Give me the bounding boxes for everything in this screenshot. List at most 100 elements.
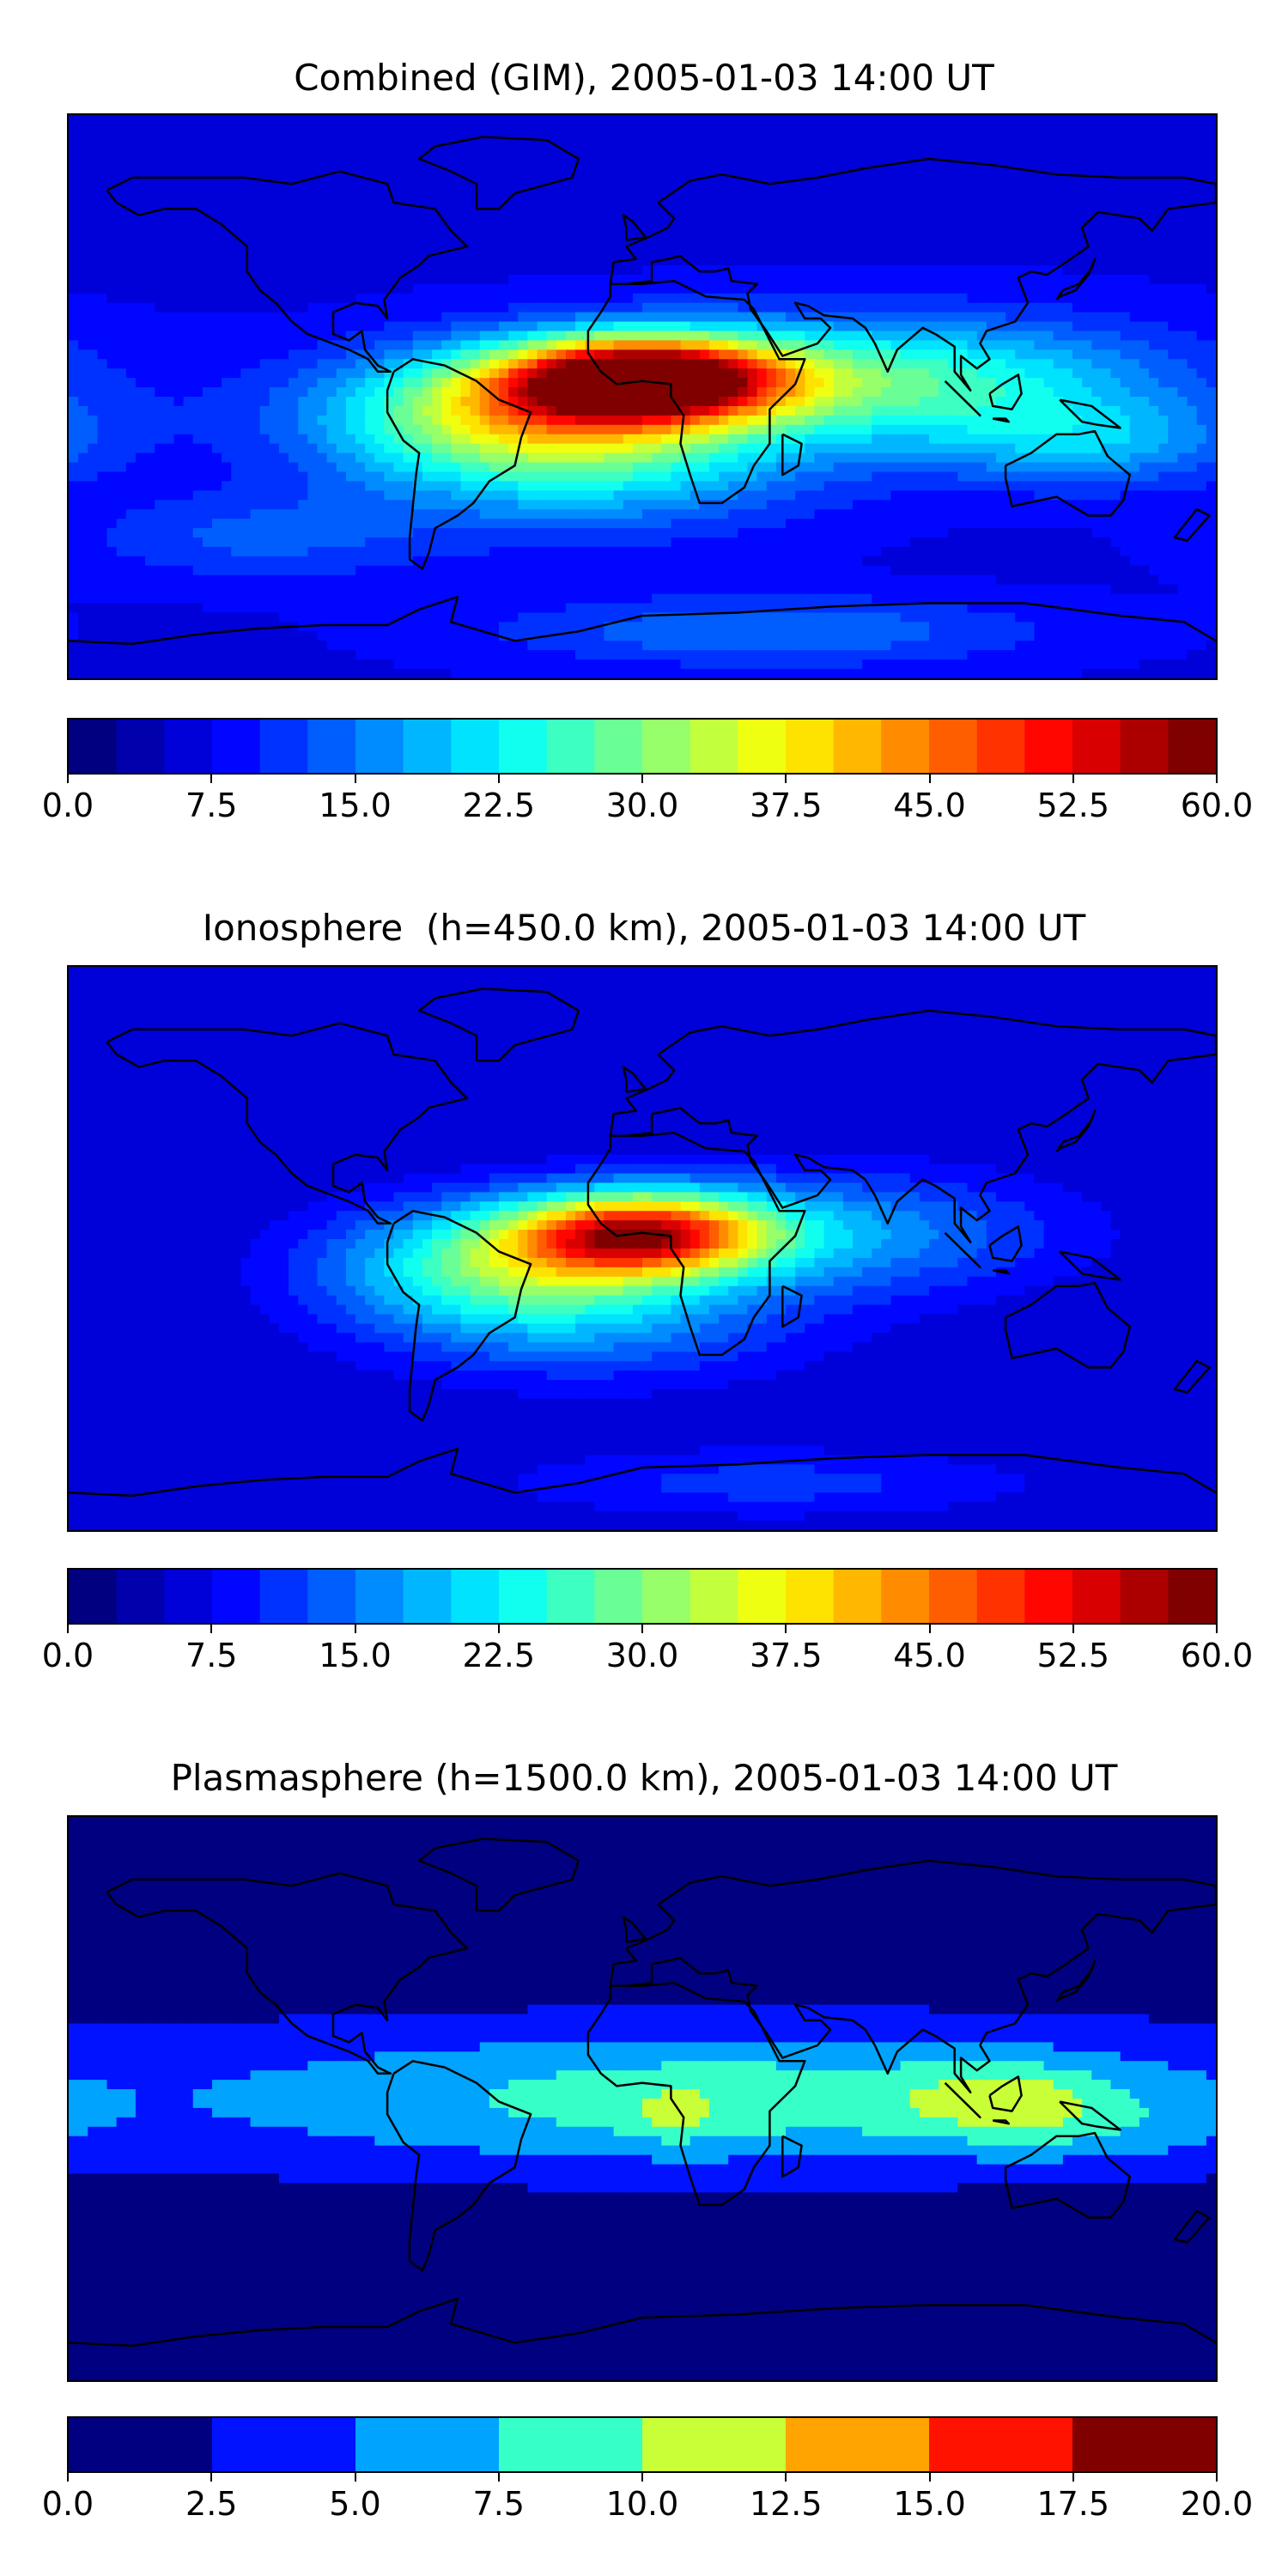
field-cell — [183, 190, 194, 201]
field-cell — [97, 143, 108, 154]
field-cell — [986, 152, 997, 163]
field-cell — [661, 256, 672, 266]
field-cell — [719, 283, 729, 295]
field-cell — [594, 462, 605, 473]
field-cell — [422, 359, 433, 369]
field-cell — [939, 180, 950, 191]
field-cell — [384, 331, 395, 342]
field-cell — [432, 405, 442, 416]
field-cell — [814, 133, 825, 144]
field-cell — [164, 500, 175, 510]
field-cell — [384, 237, 395, 247]
field-cell — [422, 180, 433, 191]
field-cell — [756, 218, 768, 228]
field-cell — [680, 209, 691, 220]
field-cell — [690, 331, 701, 342]
field-cell — [565, 471, 576, 483]
field-cell — [470, 209, 481, 220]
field-cell — [479, 453, 490, 464]
field-cell — [1158, 199, 1170, 210]
field-cell — [451, 283, 462, 295]
field-cell — [451, 490, 462, 501]
field-cell — [852, 397, 863, 407]
field-cell — [775, 274, 787, 285]
field-cell — [135, 237, 146, 247]
field-cell — [317, 481, 328, 492]
field-cell — [412, 434, 423, 445]
field-cell — [97, 124, 108, 135]
field-cell — [1062, 462, 1073, 473]
field-cell — [1005, 199, 1016, 210]
field-cell — [862, 481, 872, 492]
field-cell — [890, 424, 902, 435]
field-cell — [1139, 312, 1150, 323]
field-cell — [212, 443, 222, 454]
field-cell — [422, 124, 433, 135]
field-cell — [336, 331, 347, 342]
field-cell — [278, 274, 289, 285]
field-cell — [680, 293, 691, 304]
field-cell — [527, 462, 538, 473]
field-cell — [1072, 237, 1083, 247]
field-cell — [756, 453, 768, 464]
field-cell — [862, 321, 872, 332]
field-cell — [212, 143, 222, 154]
field-cell — [518, 152, 529, 163]
field-cell — [192, 462, 204, 473]
field-cell — [690, 161, 701, 173]
field-cell — [326, 368, 337, 379]
field-cell — [307, 152, 319, 163]
field-cell — [738, 490, 749, 501]
field-cell — [585, 152, 596, 163]
field-cell — [1091, 453, 1103, 464]
field-cell — [976, 143, 987, 154]
field-cell — [738, 124, 749, 135]
field-cell — [862, 415, 872, 426]
field-cell — [222, 133, 233, 144]
field-cell — [652, 443, 663, 454]
field-cell — [690, 190, 701, 201]
field-cell — [948, 115, 959, 125]
field-cell — [719, 378, 729, 388]
field-cell — [1082, 424, 1093, 435]
field-cell — [948, 190, 959, 201]
field-cell — [805, 471, 816, 483]
field-cell — [422, 424, 433, 435]
field-cell — [833, 331, 844, 342]
field-cell — [518, 199, 529, 210]
field-cell — [556, 340, 567, 351]
field-cell — [1005, 405, 1016, 416]
field-cell — [145, 256, 155, 266]
field-cell — [575, 340, 586, 351]
field-cell — [1015, 349, 1026, 361]
field-cell — [1120, 274, 1131, 285]
field-cell — [451, 246, 462, 257]
field-cell — [814, 283, 825, 295]
field-cell — [604, 415, 615, 426]
field-cell — [1158, 340, 1170, 351]
field-cell — [1062, 424, 1073, 435]
field-cell — [708, 293, 720, 304]
field-cell — [671, 462, 682, 473]
field-cell — [613, 283, 624, 295]
field-cell — [890, 368, 902, 379]
field-cell — [680, 321, 691, 332]
field-cell — [948, 405, 959, 416]
field-cell — [393, 264, 404, 276]
field-cell — [671, 209, 682, 220]
field-cell — [69, 293, 79, 304]
field-cell — [1034, 340, 1045, 351]
field-cell — [384, 397, 395, 407]
field-cell — [78, 453, 89, 464]
field-cell — [432, 180, 442, 191]
field-cell — [995, 143, 1006, 154]
field-cell — [499, 293, 509, 304]
field-cell — [1120, 180, 1131, 191]
field-cell — [384, 368, 395, 379]
field-cell — [365, 471, 376, 483]
field-cell — [986, 246, 997, 257]
field-cell — [69, 490, 79, 501]
field-cell — [432, 500, 442, 510]
field-cell — [470, 368, 481, 379]
field-cell — [909, 264, 920, 276]
